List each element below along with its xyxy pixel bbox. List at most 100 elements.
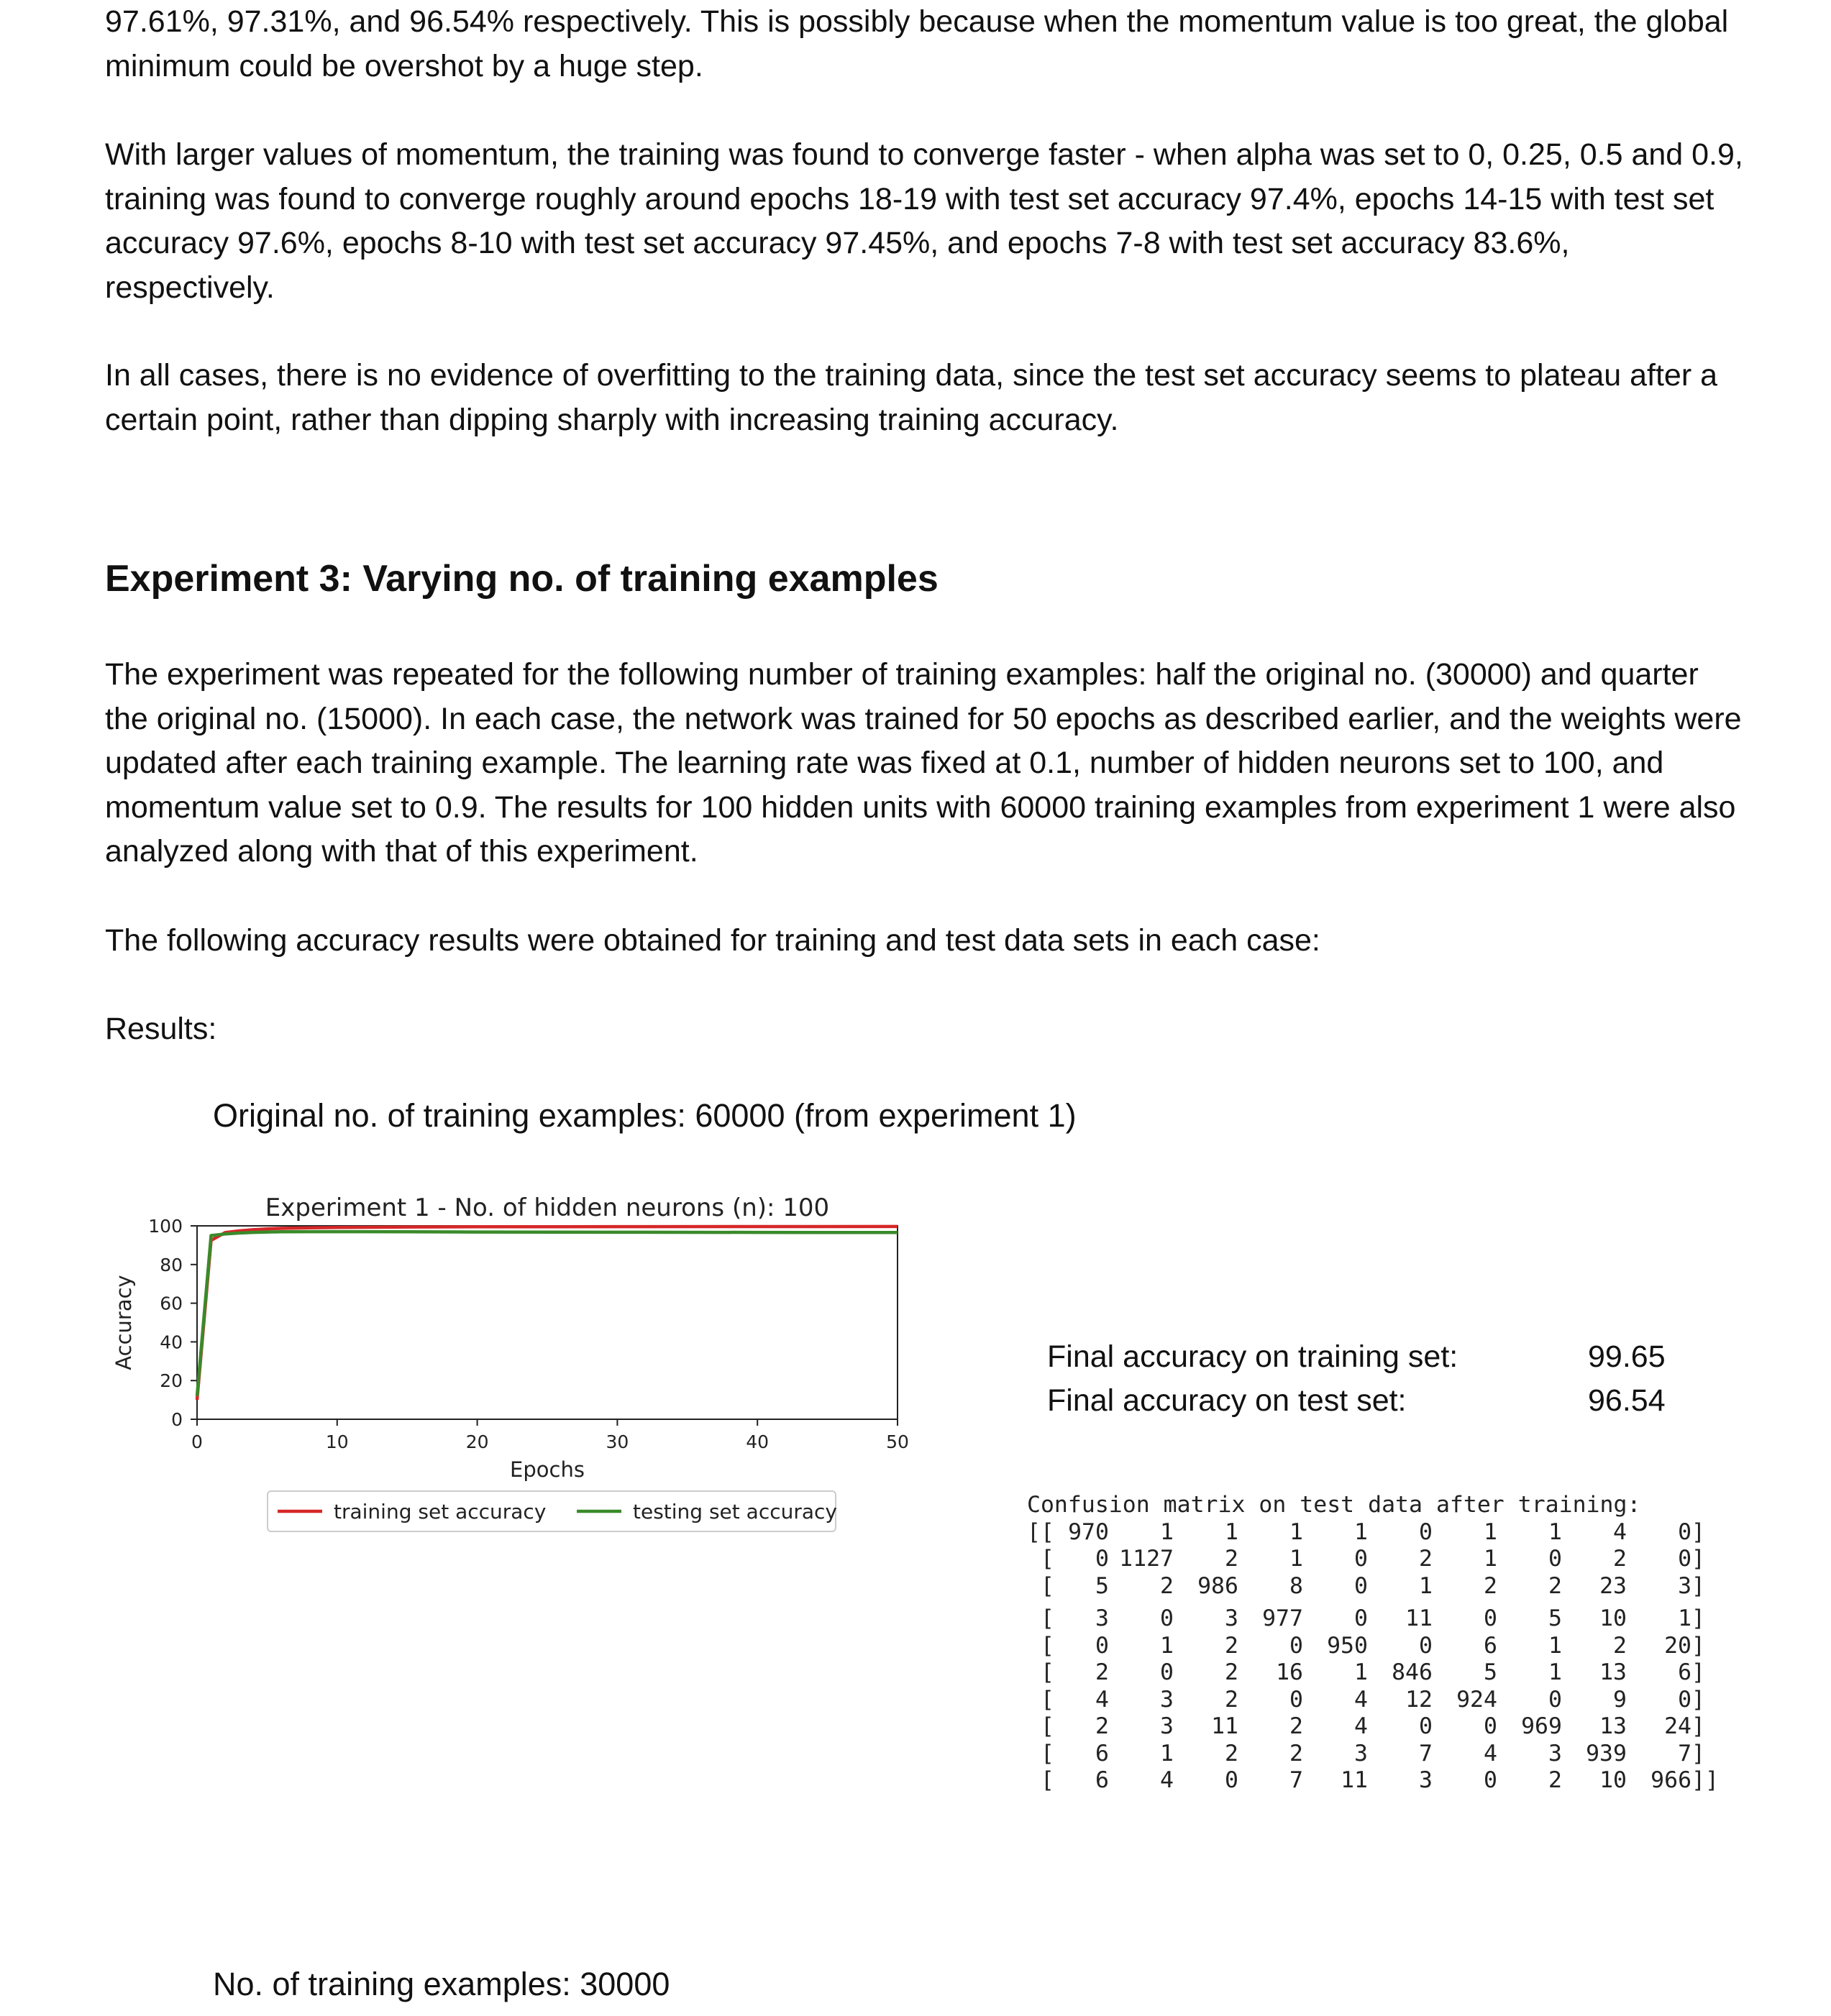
confusion-matrix-cell: 0	[1484, 1767, 1497, 1793]
confusion-matrix-cell: 970	[1068, 1518, 1109, 1545]
plot-frame	[196, 1225, 898, 1420]
confusion-matrix-cell: 0	[1354, 1546, 1368, 1572]
confusion-matrix-cell: 1	[1548, 1518, 1562, 1545]
confusion-matrix-cell: 5	[1548, 1605, 1562, 1631]
confusion-matrix-cell: 1	[1160, 1740, 1174, 1767]
confusion-matrix-cell: 3	[1160, 1713, 1174, 1739]
confusion-matrix-cell: 0]	[1678, 1546, 1705, 1572]
confusion-matrix-row: [5 2 986 8 0 1 2 2 23 3]	[1027, 1572, 1705, 1600]
x-tick-label: 0	[191, 1431, 203, 1452]
confusion-matrix-row: [2 0 2 16 1 846 5 1 13 6]	[1027, 1659, 1705, 1687]
confusion-matrix-cell: 0	[1354, 1605, 1368, 1631]
confusion-matrix-cell: 2	[1289, 1713, 1303, 1739]
confusion-matrix-cell: 13	[1599, 1659, 1627, 1685]
confusion-matrix-cell: 0	[1548, 1686, 1562, 1713]
y-axis-label: Accuracy	[111, 1275, 136, 1370]
x-tick-label: 50	[886, 1431, 909, 1452]
bracket-open: [	[1027, 1740, 1054, 1767]
confusion-matrix-cell: 0	[1419, 1518, 1433, 1545]
bracket-open: [	[1027, 1546, 1054, 1572]
confusion-matrix-cell: 6	[1095, 1767, 1109, 1793]
confusion-matrix-cell: 12	[1405, 1686, 1433, 1713]
confusion-matrix-cell: 6	[1484, 1632, 1497, 1659]
confusion-matrix-cell: 0]	[1678, 1686, 1705, 1713]
confusion-matrix-cell: 1127	[1119, 1546, 1174, 1572]
accuracy-chart: Experiment 1 - No. of hidden neurons (n)…	[111, 1193, 909, 1532]
confusion-matrix-body: [[970 1 1 1 1 0 1 1 4 0] [0 1127 2 1 0 2 1 0 2 0] [5 2 986 8 0…	[1027, 1518, 1719, 1795]
confusion-matrix-cell: 7]	[1678, 1740, 1705, 1767]
confusion-matrix-cell: 924	[1456, 1686, 1497, 1713]
confusion-matrix-cell: 0	[1354, 1572, 1368, 1599]
confusion-matrix-cell: 986	[1197, 1572, 1238, 1599]
section-heading: Experiment 3: Varying no. of training ex…	[105, 558, 939, 600]
confusion-matrix-cell: 7	[1419, 1740, 1433, 1767]
confusion-matrix-cell: 0	[1484, 1605, 1497, 1631]
paragraph-momentum-overshoot: 97.61%, 97.31%, and 96.54% respectively.…	[105, 4, 1729, 83]
confusion-matrix-cell: 2	[1225, 1632, 1238, 1659]
x-tick-label: 30	[606, 1431, 629, 1452]
bracket-open: [	[1027, 1767, 1054, 1793]
confusion-matrix-cell: 2	[1225, 1659, 1238, 1685]
confusion-matrix-cell: 1	[1289, 1518, 1303, 1545]
confusion-matrix-cell: 0	[1095, 1632, 1109, 1659]
paragraph-following: The following accuracy results were obta…	[105, 923, 1320, 958]
confusion-matrix-cell: 20]	[1664, 1632, 1705, 1659]
confusion-matrix-cell: 23	[1599, 1572, 1627, 1599]
confusion-matrix-cell: 7	[1289, 1767, 1303, 1793]
confusion-matrix-row: [6 1 2 2 3 7 4 3 939 7]	[1027, 1740, 1705, 1768]
results-label: Results:	[105, 1012, 217, 1046]
series-line-0	[195, 1224, 898, 1401]
confusion-matrix-cell: 1	[1289, 1546, 1303, 1572]
confusion-matrix-row: [6 4 0 7 11 3 0 2 10 966]]	[1027, 1767, 1719, 1795]
confusion-matrix-cell: 3]	[1678, 1572, 1705, 1599]
confusion-matrix-cell: 0	[1095, 1546, 1109, 1572]
confusion-matrix-cell: 966]]	[1650, 1767, 1719, 1793]
confusion-matrix-cell: 10	[1599, 1767, 1627, 1793]
confusion-matrix-cell: 3	[1548, 1740, 1562, 1767]
paragraph-convergence: With larger values of momentum, the trai…	[105, 137, 1743, 305]
paragraph-overfitting: In all cases, there is no evidence of ov…	[105, 358, 1718, 437]
confusion-matrix-cell: 2	[1225, 1686, 1238, 1713]
confusion-matrix-cell: 2	[1548, 1767, 1562, 1793]
confusion-matrix-cell: 9	[1613, 1686, 1627, 1713]
confusion-matrix-cell: 4	[1354, 1713, 1368, 1739]
confusion-matrix-cell: 0]	[1678, 1518, 1705, 1545]
bracket-open: [	[1027, 1686, 1054, 1713]
confusion-matrix-cell: 4	[1354, 1686, 1368, 1713]
confusion-matrix-cell: 0	[1419, 1632, 1433, 1659]
confusion-matrix-cell: 2	[1484, 1572, 1497, 1599]
bracket-open: [	[1027, 1659, 1054, 1685]
x-tick-label: 20	[466, 1431, 489, 1452]
confusion-matrix-cell: 1	[1484, 1518, 1497, 1545]
test-accuracy-label: Final accuracy on test set:	[1047, 1383, 1407, 1418]
confusion-matrix-cell: 13	[1599, 1713, 1627, 1739]
confusion-matrix-row: [4 3 2 0 4 12 924 0 9 0]	[1027, 1686, 1705, 1714]
legend-box	[267, 1490, 836, 1532]
confusion-matrix-cell: 8	[1289, 1572, 1303, 1599]
paragraph-experiment3-intro: The experiment was repeated for the foll…	[105, 657, 1742, 869]
train-accuracy-value: 99.65	[1588, 1339, 1666, 1374]
confusion-matrix-cell: 4	[1095, 1686, 1109, 1713]
confusion-matrix-cell: 3	[1225, 1605, 1238, 1631]
confusion-matrix-cell: 11	[1211, 1713, 1238, 1739]
confusion-matrix-cell: 2	[1225, 1740, 1238, 1767]
confusion-matrix-cell: 1	[1548, 1632, 1562, 1659]
confusion-matrix-cell: 11	[1341, 1767, 1368, 1793]
y-tick-label: 80	[160, 1255, 183, 1275]
confusion-matrix-cell: 969	[1521, 1713, 1562, 1739]
confusion-matrix-cell: 2	[1160, 1572, 1174, 1599]
confusion-matrix-cell: 1	[1354, 1659, 1368, 1685]
confusion-matrix-cell: 1	[1484, 1546, 1497, 1572]
confusion-matrix-cell: 3	[1419, 1767, 1433, 1793]
confusion-matrix-cell: 3	[1095, 1605, 1109, 1631]
confusion-matrix-cell: 11	[1405, 1605, 1433, 1631]
confusion-matrix-cell: 846	[1392, 1659, 1433, 1685]
confusion-matrix-cell: 10	[1599, 1605, 1627, 1631]
x-tick-label: 40	[746, 1431, 769, 1452]
confusion-matrix-cell: 5	[1484, 1659, 1497, 1685]
confusion-matrix-cell: 977	[1262, 1605, 1303, 1631]
confusion-matrix-cell: 1	[1548, 1659, 1562, 1685]
confusion-matrix-cell: 0	[1160, 1659, 1174, 1685]
train-accuracy-label: Final accuracy on training set:	[1047, 1339, 1458, 1374]
confusion-matrix-cell: 0	[1548, 1546, 1562, 1572]
